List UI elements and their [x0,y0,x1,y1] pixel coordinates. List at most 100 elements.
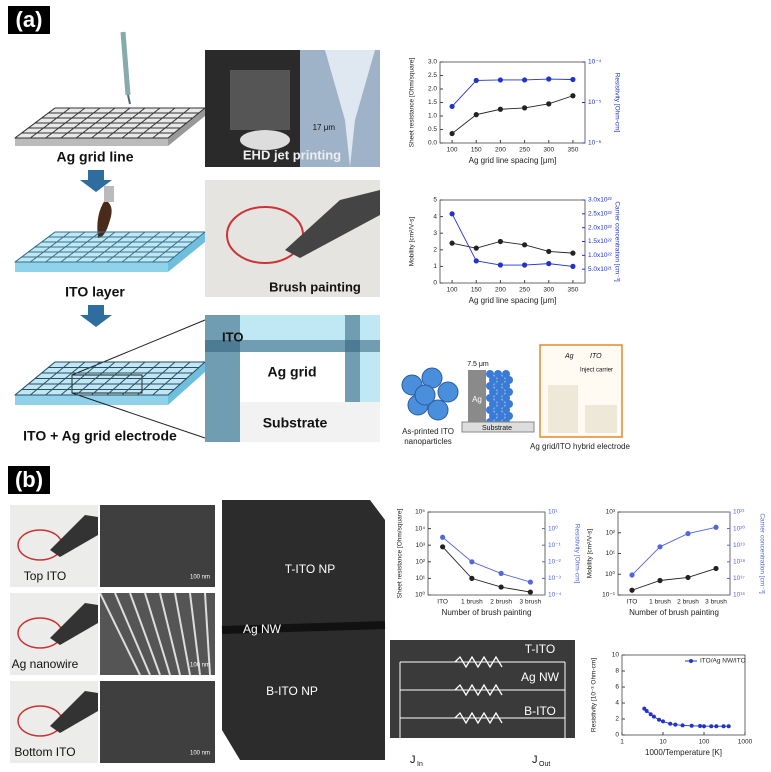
series-line [442,536,531,583]
scale-bar: 100 nm [190,751,210,757]
nanowire [221,621,386,634]
y2-tick-label: 10⁻³ [548,575,562,582]
brush [97,200,112,238]
y-tick-label: 10¹ [416,575,426,582]
width-label: 7.5 μm [467,361,489,368]
sem-image [100,681,215,763]
data-point [570,263,576,269]
brush-photo [50,603,98,645]
nanowire [204,592,211,676]
y-tick-label: 1.5 [428,99,437,106]
x-tick-label: 150 [471,287,482,294]
photo-caption: EHD jet printing [243,147,341,162]
x-tick-label: 3 brush [520,599,542,606]
data-point [629,572,635,578]
series-line [451,78,573,107]
data-point [527,589,533,595]
nanoparticle [489,400,497,408]
x-tick-label: 300 [543,287,554,294]
y2-tick-label: 10²¹ [733,509,745,516]
nanoparticles [401,367,459,421]
series-line [631,526,717,576]
data-point [473,245,479,251]
y2-axis-title: Carrier concentration [cm⁻³] [758,513,765,594]
x-axis-title: Ag grid line spacing [μm] [469,296,557,305]
substrate-block [240,402,380,442]
nanoparticle [502,382,510,390]
brush-ferrule [104,186,114,202]
y-tick-label: 10⁰ [605,570,615,578]
x-tick-label: 350 [567,287,578,294]
x-tick-label: ITO [627,599,638,606]
y-tick-label: 2 [433,247,437,254]
data-point [698,724,703,729]
nanowire [144,592,171,676]
data-point [685,530,691,537]
nanoparticle [502,394,510,402]
chart: 0 1 2 3 4 5 5.0x10²¹ 1.0x10²² 1.5x10²² 2.0x10²² 2.… [409,197,621,305]
substrate-label: Substrate [482,425,512,432]
plot-frame [439,199,586,284]
series-line [451,241,573,254]
data-point [498,584,504,590]
y-tick-label: 1.0 [428,113,437,120]
y-tick-label: 10⁻¹ [602,592,616,599]
y-axis-title: Mobility [cm²/V-s] [409,217,416,267]
data-point [709,724,714,729]
nanowire [114,592,151,676]
y-tick-label: 2.0 [428,86,437,93]
arrow [80,305,112,327]
data-point [449,103,455,110]
y2-tick-label: 10⁻² [548,559,562,566]
data-point [546,248,552,255]
band-label: Inject carrier [580,368,613,374]
y2-tick-label: 10⁻⁶ [588,140,602,147]
data-point [570,250,576,256]
x-tick-label: 1 brush [461,599,483,606]
x-axis-title: Ag grid line spacing [μm] [469,156,557,165]
x-tick-label: 1 brush [649,599,671,606]
data-point [521,242,528,248]
y2-tick-label: 2.5x10²² [588,211,613,218]
nanoparticle [494,406,502,414]
data-point [546,261,552,267]
circuit-layer: B-ITO [524,704,556,718]
data-point [668,721,673,726]
y2-tick-label: 2.0x10²² [588,224,613,231]
panel-label: (b) [15,467,43,492]
series-line [451,95,574,134]
chart: 10⁰ 10¹ 10² 10³ 10⁴ 10⁵ 10⁻⁴ 10⁻³ 10⁻² 10⁻¹ 10⁰ 10¹… [397,509,581,618]
nanowire [129,592,161,676]
ag-grid-block [240,352,345,402]
data-point [497,238,504,245]
nanoparticle [494,394,502,402]
y2-tick-label: 10⁻⁵ [588,99,602,106]
x-tick-label: 1000 [738,739,753,746]
data-point [497,77,504,83]
nozzle [120,31,131,96]
y2-tick-label: 10⁻⁴ [548,592,562,599]
nanoparticle [494,382,502,390]
nanoparticle [427,399,449,421]
photo-caption: Top ITO [24,569,66,583]
caption: As-printed ITO [402,427,454,436]
nanoparticle [486,382,494,390]
nanowire [174,592,191,676]
resistor [454,711,503,725]
nanoparticle [505,376,513,384]
data-point [440,534,446,540]
y-tick-label: 10 [612,652,620,659]
nanoparticle [489,412,497,420]
grid-plane [13,107,207,146]
data-point [546,101,552,107]
x-tick-label: 100 [699,739,710,746]
brush-photo [50,691,98,733]
y-tick-label: 5 [433,197,437,204]
y2-axis-title: Resistivity [Ohm-cm] [573,524,580,584]
data-point [473,77,479,84]
y-tick-label: 2 [615,716,619,723]
circuit-image [390,640,575,738]
legend-label: ITO/Ag NW/ITO [700,658,746,665]
label-box [8,6,50,34]
